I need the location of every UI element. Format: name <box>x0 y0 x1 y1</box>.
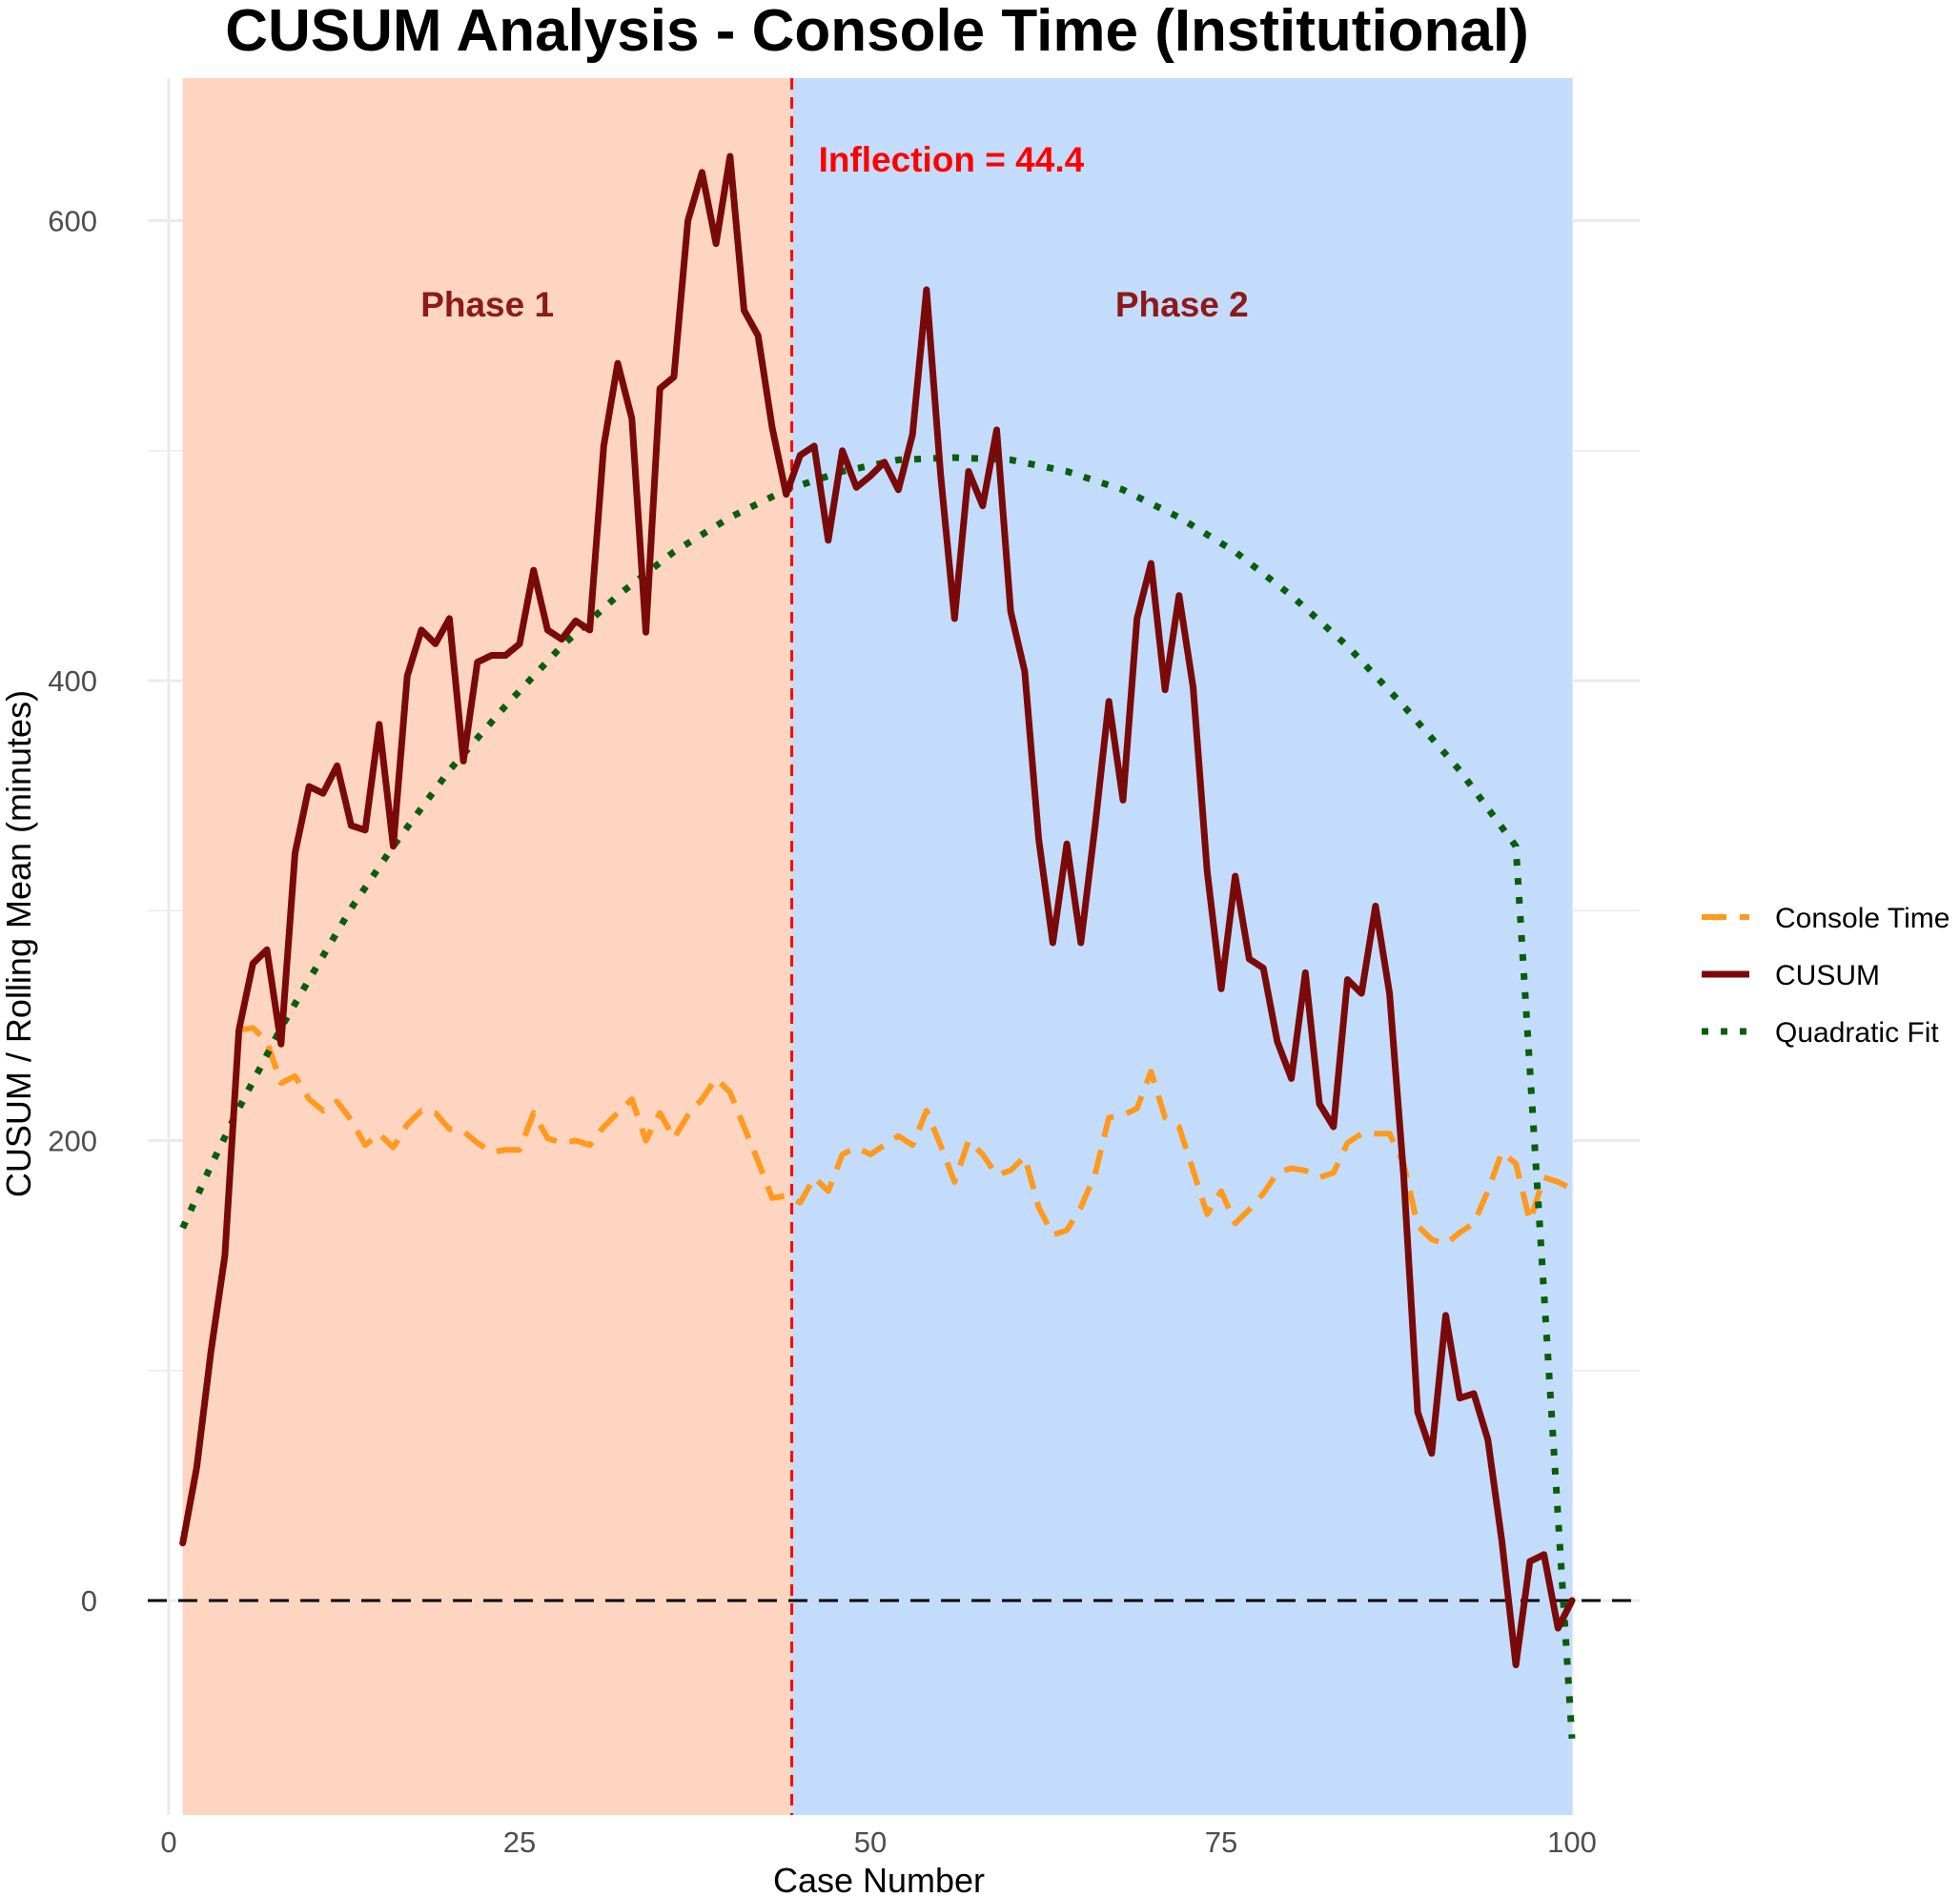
x-tick-label: 0 <box>160 1826 176 1859</box>
labels-layer: Phase 1 Phase 2 Inflection = 44.4 <box>420 140 1249 324</box>
y-tick-label: 200 <box>48 1125 97 1158</box>
x-tick-label: 100 <box>1547 1826 1597 1859</box>
legend-label-console-time: Console Time <box>1775 903 1950 934</box>
phase-band-fill-2 <box>791 78 1572 1815</box>
y-tick-label: 600 <box>48 205 97 238</box>
y-tick-label: 0 <box>81 1584 97 1618</box>
x-tick-label: 75 <box>1205 1826 1237 1859</box>
series-layer <box>179 153 1576 1740</box>
x-tick-label: 25 <box>503 1826 536 1859</box>
legend-label-cusum: CUSUM <box>1775 960 1880 991</box>
x-tick-label: 50 <box>854 1826 887 1859</box>
chart-title: CUSUM Analysis - Console Time (Instituti… <box>225 0 1529 64</box>
series-line-console-time <box>238 1025 1574 1248</box>
legend: Console Time CUSUM Quadratic Fit <box>1702 903 1950 1049</box>
y-axis-title: CUSUM / Rolling Mean (minutes) <box>0 690 38 1197</box>
legend-label-quadratic-fit: Quadratic Fit <box>1775 1017 1939 1049</box>
phase-band-fill-1 <box>182 78 792 1815</box>
inflection-label: Inflection = 44.4 <box>819 140 1085 179</box>
grid-lines <box>148 78 1640 1815</box>
series-line-cusum <box>179 153 1576 1668</box>
phase-label-1: Phase 1 <box>420 285 554 324</box>
x-axis-title: Case Number <box>773 1861 985 1897</box>
phase-label-2: Phase 2 <box>1115 285 1249 324</box>
y-axis-ticks: 0 200 400 600 <box>48 205 97 1619</box>
x-axis-ticks: 0 25 50 75 100 <box>160 1826 1596 1859</box>
y-tick-label: 400 <box>48 664 97 698</box>
